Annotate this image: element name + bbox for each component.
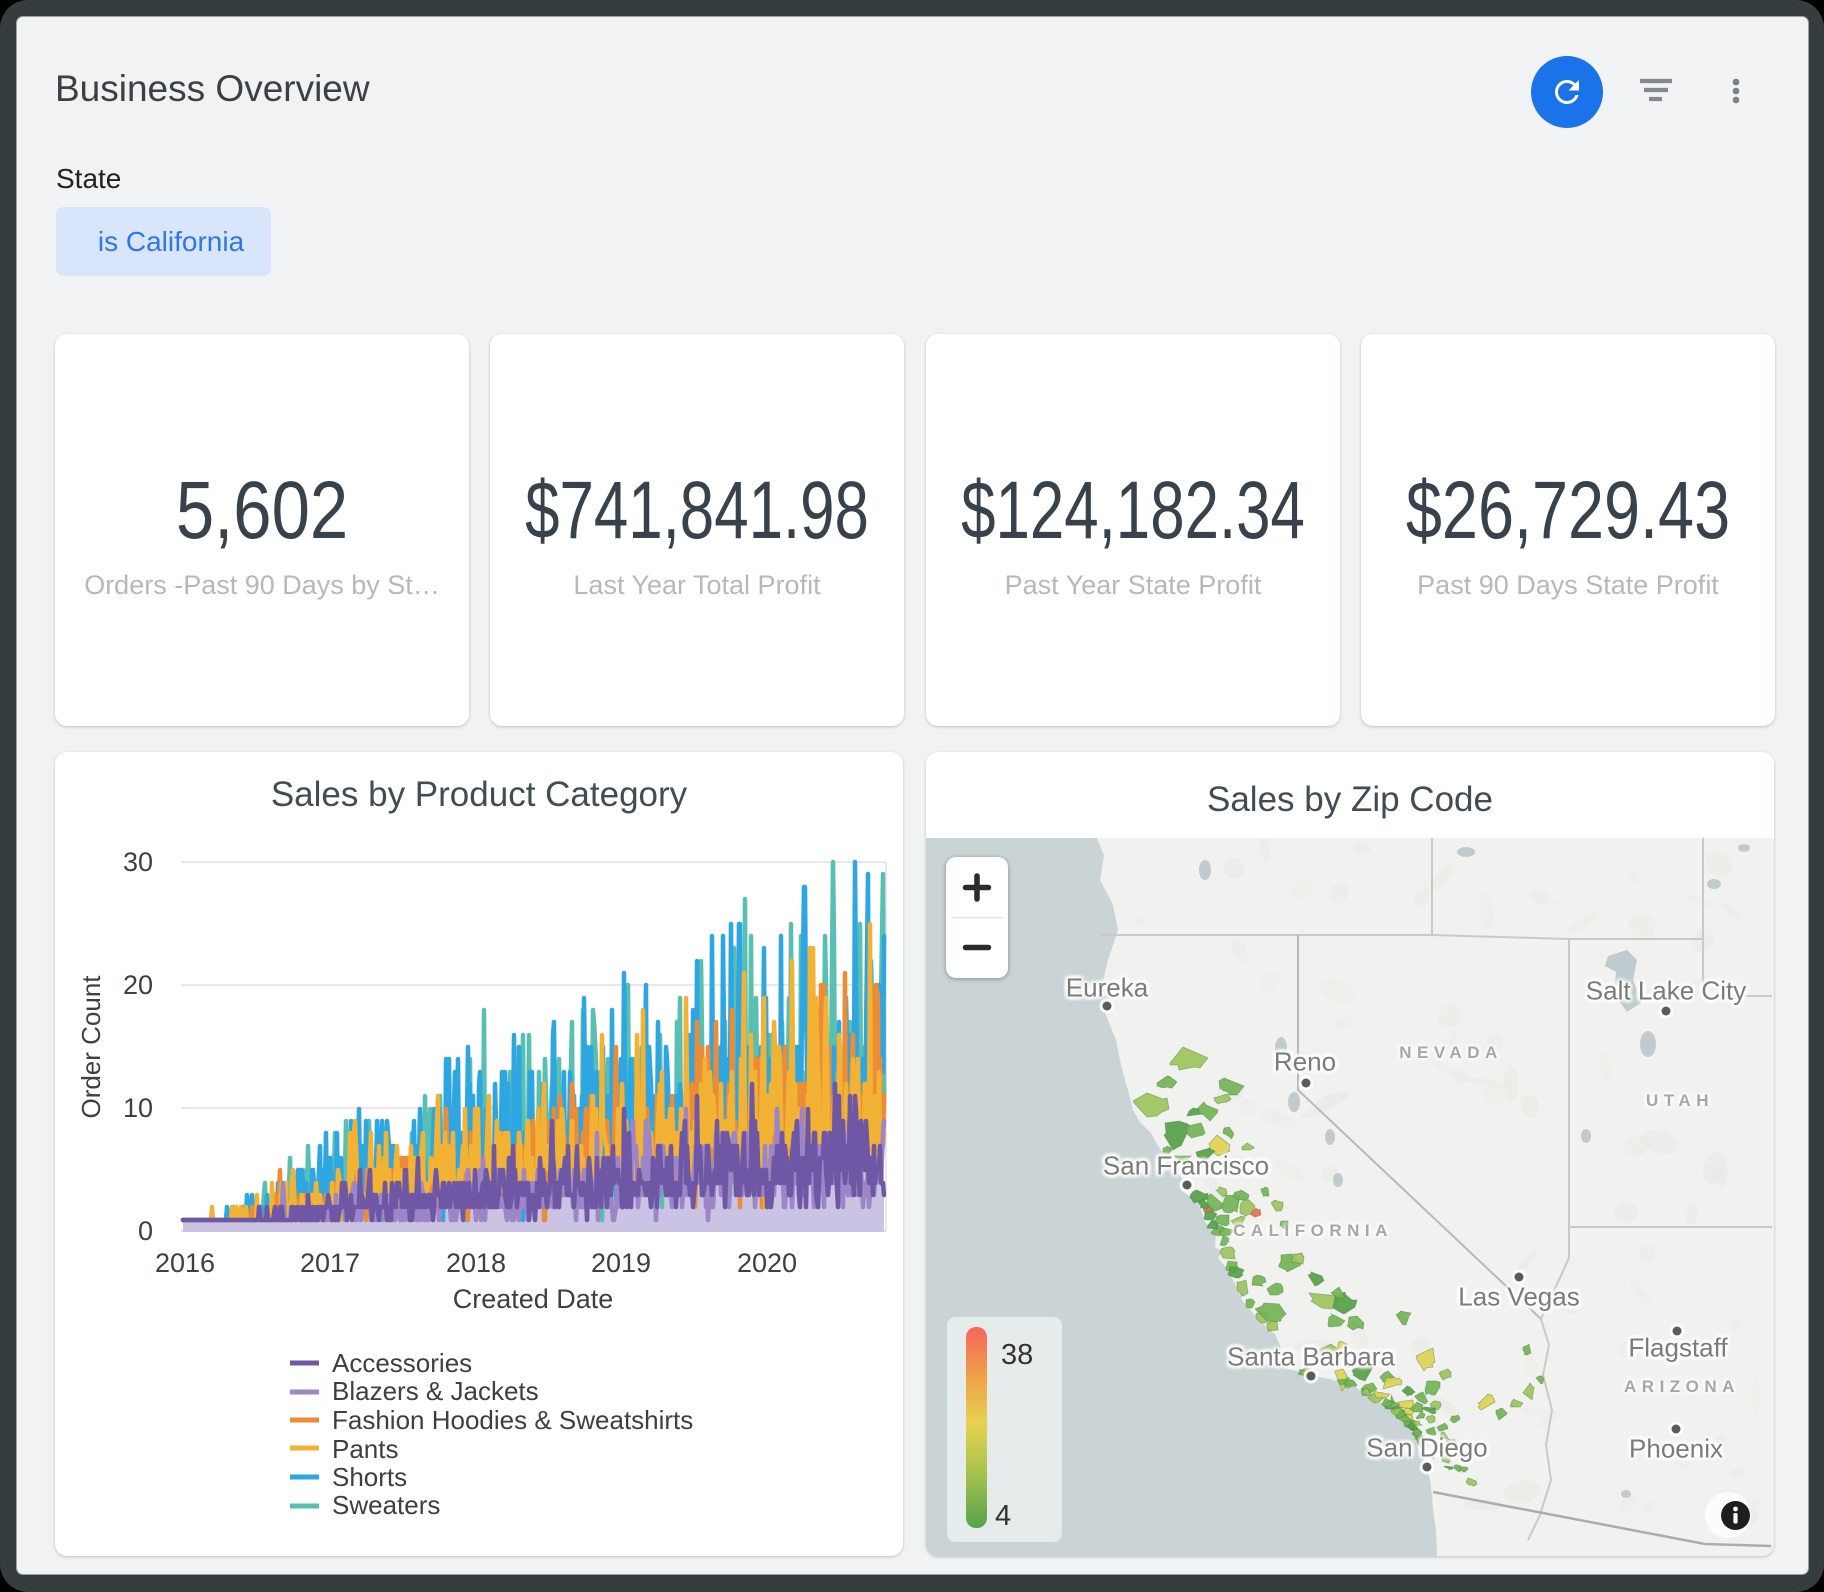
svg-text:2018: 2018 bbox=[446, 1248, 506, 1278]
svg-text:Accessories: Accessories bbox=[332, 1348, 472, 1378]
svg-text:2020: 2020 bbox=[737, 1248, 797, 1278]
svg-text:Fashion Hoodies & Sweatshirts: Fashion Hoodies & Sweatshirts bbox=[332, 1405, 693, 1435]
svg-text:Sales by Product Category: Sales by Product Category bbox=[271, 775, 688, 814]
svg-text:20: 20 bbox=[123, 970, 153, 1000]
svg-text:0: 0 bbox=[138, 1216, 153, 1246]
svg-text:Sweaters: Sweaters bbox=[332, 1490, 440, 1520]
svg-text:2019: 2019 bbox=[591, 1248, 651, 1278]
svg-text:2017: 2017 bbox=[300, 1248, 360, 1278]
svg-text:Pants: Pants bbox=[332, 1434, 399, 1464]
svg-text:10: 10 bbox=[123, 1093, 153, 1123]
svg-text:2016: 2016 bbox=[155, 1248, 215, 1278]
svg-text:Created Date: Created Date bbox=[453, 1284, 614, 1314]
svg-text:30: 30 bbox=[123, 847, 153, 877]
svg-text:Shorts: Shorts bbox=[332, 1462, 407, 1492]
svg-text:Blazers & Jackets: Blazers & Jackets bbox=[332, 1376, 539, 1406]
svg-text:Order Count: Order Count bbox=[76, 975, 106, 1119]
